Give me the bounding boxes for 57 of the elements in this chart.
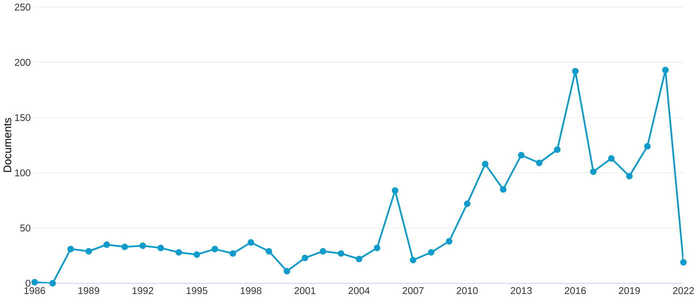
point [446,238,452,245]
point [626,172,633,180]
point [85,248,92,255]
y-tick-label: 250 [14,4,30,11]
point [49,280,56,287]
y-tick-label: 150 [15,114,30,122]
point [464,200,470,208]
x-tick-label: 2019 [618,287,640,294]
point [410,256,416,264]
point [194,251,200,258]
point [320,248,326,255]
x-tick-label: 1992 [132,287,154,294]
point [212,246,218,252]
point [572,68,579,75]
x-tick-label: 2013 [510,287,532,294]
x-tick-label: 2022 [673,287,694,294]
x-tick-label: 2004 [348,287,370,294]
point [680,259,687,266]
point [536,160,543,166]
x-tick-label: 2010 [456,287,478,294]
y-tick-label: 100 [15,169,30,176]
y-axis-title: Documents [4,118,12,172]
x-tick-label: 1995 [186,287,208,294]
point [518,152,525,159]
point [374,244,380,252]
y-tick-label: 50 [20,224,30,232]
point [428,249,434,256]
point [266,248,272,255]
point [500,186,506,193]
y-tick-label: 200 [14,58,30,66]
x-tick-label: 2016 [564,287,586,294]
point [662,66,669,74]
point [356,256,362,262]
x-tick-label: 2001 [294,287,316,294]
x-tick-label: 1998 [240,287,262,294]
x-tick-label: 1986 [24,287,46,294]
point [608,155,615,162]
point [31,279,38,286]
point [67,246,74,252]
x-tick-label: 2007 [402,287,424,294]
point [284,268,290,275]
point [338,250,344,257]
point [644,143,651,150]
point [302,254,308,262]
point [482,160,488,168]
point [103,241,110,248]
point [139,242,146,250]
point [392,187,398,194]
x-tick-label: 1989 [78,287,100,294]
point [121,244,128,250]
point [248,239,254,246]
point [554,146,561,154]
point [176,249,182,256]
point [230,250,236,257]
point [158,244,164,252]
y-tick-label: 0 [26,280,30,287]
point [590,168,597,176]
